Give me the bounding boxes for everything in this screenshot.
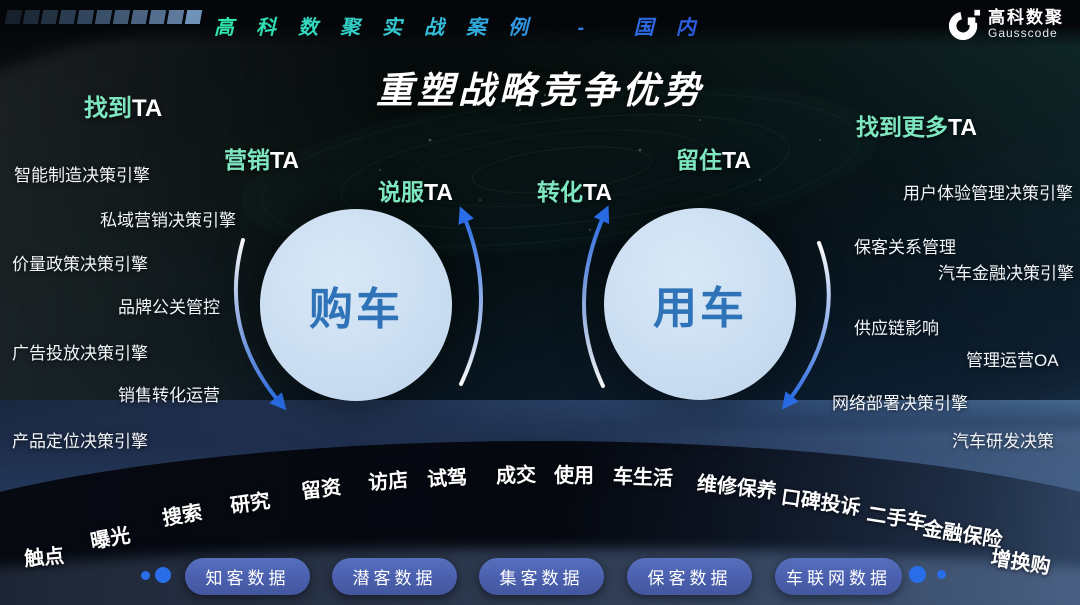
arc-arrow-right-inner (582, 205, 610, 388)
data-button-telematics[interactable]: 车联网数据 (775, 558, 902, 595)
stage-label-convert-ta: 转化TA (537, 179, 612, 205)
pagination-dot-large-right[interactable] (909, 566, 926, 583)
stage-label-find-ta: 找到TA (84, 95, 163, 122)
journey-step: 留资 (300, 476, 343, 504)
engine-label: 供应链影响 (854, 319, 939, 338)
engine-label: 智能制造决策引擎 (14, 166, 150, 185)
buy-car-label: 购车 (309, 285, 403, 334)
journey-step: 研究 (229, 490, 272, 518)
journey-step: 试驾 (426, 466, 468, 492)
arc-arrow-right-outer (781, 241, 831, 410)
pagination-dot-large-left[interactable] (155, 567, 171, 583)
engine-label: 私域营销决策引擎 (100, 211, 236, 230)
buy-car-circle: 购车 (260, 209, 452, 401)
journey-step: 使用 (554, 465, 594, 487)
engine-label: 汽车金融决策引擎 (938, 264, 1074, 283)
journey-step: 车生活 (612, 465, 674, 491)
header-title: 高科数聚实战案例 - 国内 (214, 11, 718, 40)
engine-label: 广告投放决策引擎 (12, 344, 148, 363)
use-car-circle: 用车 (604, 208, 796, 400)
stage-label-persuade-ta: 说服TA (378, 179, 453, 205)
data-button-gather[interactable]: 集客数据 (479, 558, 604, 595)
data-button-prospect[interactable]: 潜客数据 (332, 558, 457, 595)
engine-label: 管理运营OA (966, 351, 1059, 370)
use-car-label: 用车 (653, 284, 747, 333)
engine-label: 产品定位决策引擎 (12, 432, 148, 451)
data-button-retention[interactable]: 保客数据 (627, 558, 752, 595)
journey-step: 访店 (367, 469, 410, 495)
logo-name-en: Gausscode (988, 25, 1058, 40)
pagination-dot-small-left[interactable] (141, 571, 150, 580)
journey-step: 成交 (495, 464, 537, 488)
stage-label-market-ta: 营销TA (224, 147, 299, 173)
engine-label: 保客关系管理 (854, 238, 956, 257)
engine-label: 价量政策决策引擎 (12, 255, 148, 274)
star-dots (379, 93, 821, 232)
engine-label: 网络部署决策引擎 (832, 394, 968, 413)
engine-label: 用户体验管理决策引擎 (903, 184, 1073, 203)
engine-label: 品牌公关管控 (118, 298, 220, 317)
stage-label-find-more-ta: 找到更多TA (856, 114, 977, 140)
arc-arrow-left-outer (233, 238, 287, 411)
arc-arrow-left-inner (458, 206, 483, 386)
engine-label: 汽车研发决策 (952, 432, 1054, 451)
stage-label-retain-ta: 留住TA (676, 147, 751, 173)
engine-label: 销售转化运营 (118, 386, 220, 405)
pagination-dot-small-right[interactable] (937, 570, 946, 579)
deco-squares (4, 10, 203, 24)
page-title: 重塑战略竞争优势 (376, 70, 704, 111)
logo-name-cn: 高科数聚 (988, 7, 1064, 27)
brand-logo: 高科数聚 Gausscode (947, 7, 1064, 41)
data-button-aware[interactable]: 知客数据 (185, 558, 310, 595)
gausscode-logo-icon (948, 9, 981, 41)
journey-step: 触点 (23, 545, 66, 571)
